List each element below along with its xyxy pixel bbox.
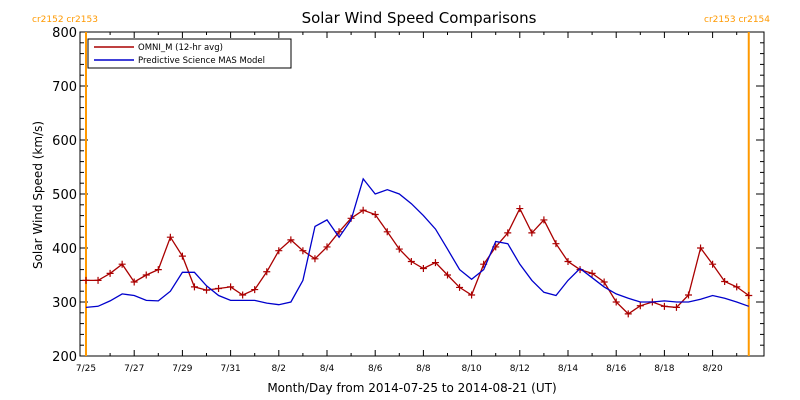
data-point (431, 259, 439, 267)
data-point (118, 260, 126, 268)
data-point (600, 278, 608, 286)
series-layer (82, 177, 753, 318)
legend-entry: Predictive Science MAS Model (138, 56, 265, 66)
carrington-markers: cr2152 cr2153 cr2153 cr2154 (32, 15, 770, 356)
series-line-mas-model (85, 177, 750, 309)
data-point (106, 269, 114, 277)
data-point (504, 229, 512, 237)
y-tick-label: 600 (52, 134, 77, 149)
data-point (190, 283, 198, 291)
data-point (419, 265, 427, 273)
y-tick-label: 300 (52, 296, 77, 311)
data-point (528, 229, 536, 237)
data-point (552, 240, 560, 248)
data-point (299, 247, 307, 255)
data-point (371, 211, 379, 219)
data-point (82, 276, 90, 284)
data-point (94, 276, 102, 284)
data-point (142, 271, 150, 279)
x-tick-label: 8/16 (606, 364, 626, 374)
data-point (251, 286, 259, 294)
data-point (263, 268, 271, 276)
data-point (166, 233, 174, 241)
data-point (564, 258, 572, 265)
data-point (227, 283, 235, 291)
x-tick-label: 7/27 (124, 364, 144, 374)
legend: OMNI_M (12-hr avg) Predictive Science MAS… (87, 38, 292, 69)
data-point (239, 291, 247, 299)
data-point (468, 291, 476, 299)
data-point (540, 216, 548, 224)
x-tick-label: 8/18 (654, 364, 674, 374)
data-point (407, 258, 415, 265)
data-point (359, 206, 367, 214)
x-tick-label: 8/12 (510, 364, 530, 374)
carrington-label: cr2152 cr2153 (32, 15, 98, 25)
y-axis-ticks: 200 300 400 500 600 700 800 (52, 26, 764, 365)
data-point (178, 252, 186, 260)
data-point (588, 269, 596, 277)
x-tick-label: 8/10 (461, 364, 481, 374)
data-point (456, 283, 464, 291)
data-point (660, 302, 668, 310)
x-tick-label: 8/8 (416, 364, 431, 374)
y-tick-label: 800 (52, 26, 77, 41)
data-point (323, 243, 331, 251)
data-point (685, 291, 692, 299)
data-point (721, 277, 729, 285)
x-tick-label: 8/6 (368, 364, 383, 374)
y-tick-label: 700 (52, 80, 77, 95)
y-axis-label: Solar Wind Speed (km/s) (31, 121, 45, 269)
x-tick-label: 8/2 (272, 364, 286, 374)
x-tick-label: 8/20 (702, 364, 722, 374)
data-point (335, 228, 343, 236)
data-point (203, 286, 210, 294)
y-tick-label: 500 (52, 188, 77, 203)
x-axis-label: Month/Day from 2014-07-25 to 2014-08-21 … (267, 381, 556, 395)
x-tick-label: 8/4 (320, 364, 335, 374)
y-tick-label: 400 (52, 242, 77, 257)
data-point (709, 260, 717, 268)
x-tick-label: 7/31 (220, 364, 240, 374)
data-point (636, 302, 644, 310)
data-point (516, 205, 524, 213)
data-point (612, 298, 620, 306)
data-point (215, 285, 223, 292)
data-point (697, 244, 705, 252)
series-line-omni (86, 207, 750, 315)
data-point (395, 245, 403, 253)
x-tick-label: 7/25 (76, 364, 96, 374)
data-point (383, 228, 391, 236)
data-point (733, 283, 741, 291)
legend-entry: OMNI_M (12-hr avg) (138, 43, 223, 53)
x-tick-label: 7/29 (172, 364, 192, 374)
data-point (275, 247, 283, 255)
chart-title: Solar Wind Speed Comparisons (302, 9, 537, 27)
data-point (444, 271, 451, 279)
data-point (130, 278, 138, 286)
data-point (624, 310, 632, 318)
plot-frame (79, 31, 765, 357)
x-axis-ticks: 7/25 7/27 7/29 7/31 8/2 8/4 8/6 8/8 8/10 8/12 8/14… (76, 32, 738, 374)
data-point (154, 266, 162, 274)
x-tick-label: 8/14 (558, 364, 578, 374)
legend-box (87, 38, 292, 69)
y-tick-label: 200 (52, 350, 77, 365)
carrington-label: cr2153 cr2154 (704, 15, 770, 25)
data-point (287, 236, 295, 244)
data-point (745, 292, 753, 300)
data-point (311, 255, 319, 263)
data-point (672, 303, 680, 311)
